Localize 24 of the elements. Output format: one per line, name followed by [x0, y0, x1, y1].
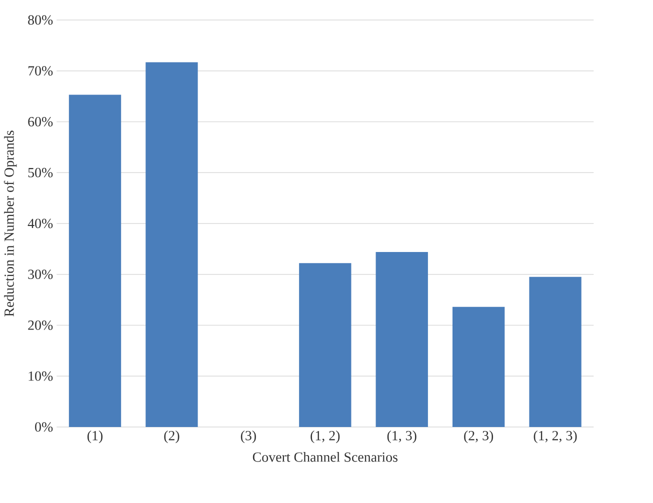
x-tick-label: (2): [164, 430, 180, 444]
y-tick-label: 40%: [28, 218, 53, 228]
bar: [68, 94, 122, 427]
x-axis-title: Covert Channel Scenarios: [252, 452, 398, 462]
y-tick-label: 70%: [28, 66, 53, 76]
y-tick-label: 30%: [28, 270, 53, 280]
x-tick-label: (1, 3): [387, 430, 416, 444]
bar: [376, 252, 428, 427]
x-tick-label: (1, 2, 3): [534, 430, 577, 444]
x-tick-label: (1): [87, 430, 103, 444]
bar: [299, 263, 352, 427]
y-tick-label: 10%: [28, 371, 53, 381]
y-axis-title: Reduction in Number of Oprands: [4, 130, 17, 316]
bar: [529, 276, 582, 427]
y-tick-label: 50%: [28, 168, 53, 178]
y-tick-label: 60%: [28, 117, 53, 126]
bar: [146, 62, 198, 427]
x-tick-label: (1, 2): [310, 430, 340, 444]
bar: [452, 306, 505, 427]
y-tick-label: 80%: [28, 15, 53, 25]
y-tick-label: 20%: [28, 320, 53, 330]
x-tick-label: (3): [240, 430, 256, 444]
y-tick-label: 0%: [35, 422, 53, 432]
x-tick-label: (2, 3): [464, 430, 494, 444]
